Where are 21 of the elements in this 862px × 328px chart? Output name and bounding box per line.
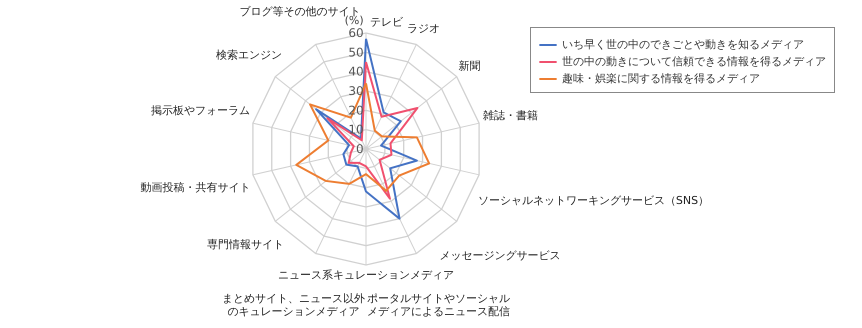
spoke-label: 専門情報サイト bbox=[206, 238, 284, 252]
legend-label: いち早く世の中のできごとや動きを知るメディア bbox=[562, 38, 804, 51]
y-tick-label: 60 bbox=[348, 26, 364, 40]
spoke-label: 検索エンジン bbox=[216, 48, 282, 62]
y-tick-label: 0 bbox=[356, 142, 364, 156]
spoke-label: テレビ bbox=[370, 16, 404, 28]
spoke-label: メッセージングサービス bbox=[439, 248, 560, 262]
spoke-label: まとめサイト、ニュース以外のキュレーションメディア bbox=[222, 292, 366, 318]
spoke-label: ソーシャルネットワーキングサービス（SNS） bbox=[478, 194, 710, 207]
y-tick-label: 40 bbox=[348, 64, 364, 79]
spoke-label: ポータルサイトやソーシャルメディアによるニュース配信 bbox=[366, 292, 510, 318]
spoke-label: ニュース系キュレーションメディア bbox=[278, 268, 454, 282]
spoke-label: ラジオ bbox=[407, 22, 440, 36]
spoke-label: 掲示板やフォーラム bbox=[151, 104, 250, 118]
spoke-label: 動画投稿・共有サイト bbox=[140, 180, 250, 194]
legend-label: 世の中の動きについて信頼できる情報を得るメディア bbox=[562, 55, 826, 68]
legend-label: 趣味・娯楽に関する情報を得るメディア bbox=[562, 72, 760, 85]
y-tick-label: 50 bbox=[348, 45, 364, 60]
spoke-label: 新聞 bbox=[458, 59, 481, 72]
spoke-label: 雑誌・書籍 bbox=[483, 109, 538, 122]
text: (%) bbox=[344, 14, 364, 28]
